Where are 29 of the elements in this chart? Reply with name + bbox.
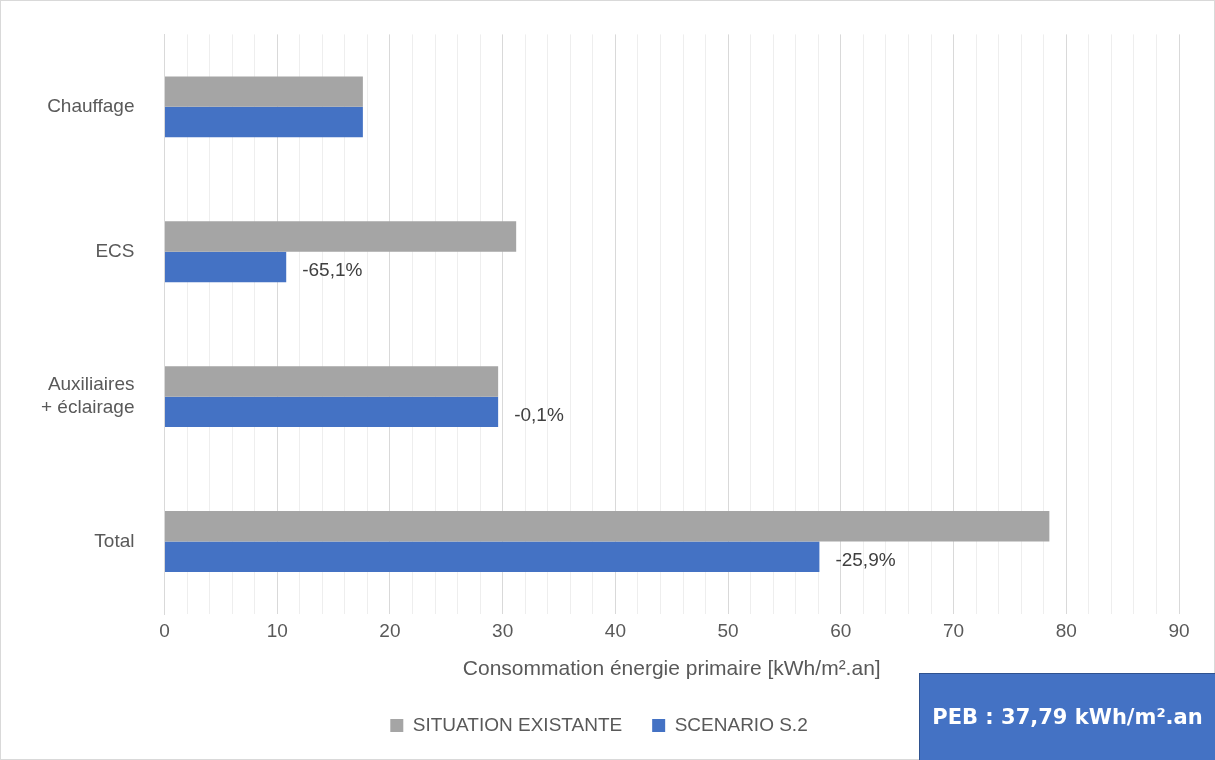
bar — [164, 251, 287, 283]
x-axis-title: Consommation énergie primaire [kWh/m².an] — [462, 656, 881, 680]
bar — [164, 366, 499, 397]
bar — [164, 396, 499, 428]
x-tick-label: 60 — [830, 619, 852, 641]
x-tick-label: 80 — [1055, 619, 1077, 641]
legend-label: SITUATION EXISTANTE — [412, 713, 623, 735]
text: PEB : 37,79 kWh/m².an — [919, 673, 1215, 760]
bar — [164, 541, 820, 572]
bar — [164, 511, 1050, 542]
x-tick-label: 20 — [379, 619, 401, 641]
bar — [164, 106, 363, 138]
legend-label: SCENARIO S.2 — [674, 713, 808, 735]
bar — [164, 221, 517, 252]
x-tick-label: 10 — [266, 619, 288, 641]
bar — [164, 76, 363, 107]
x-tick-label: 40 — [604, 619, 626, 641]
x-tick-label: 90 — [1168, 619, 1190, 641]
annotation: -25,9% — [835, 549, 896, 570]
x-tick-label: 50 — [717, 619, 739, 641]
annotation: -0,1% — [514, 404, 564, 426]
x-tick-label: 70 — [942, 619, 965, 641]
y-tick-label: Total — [94, 529, 135, 551]
y-tick-label: ECS — [95, 239, 135, 261]
annotation: -65,1% — [302, 259, 363, 281]
y-tick-label: Chauffage — [47, 95, 135, 117]
y-tick-label: Auxiliaires + éclairage — [40, 373, 135, 418]
x-tick-label: 30 — [492, 619, 514, 641]
x-tick-label: 0 — [159, 619, 170, 641]
